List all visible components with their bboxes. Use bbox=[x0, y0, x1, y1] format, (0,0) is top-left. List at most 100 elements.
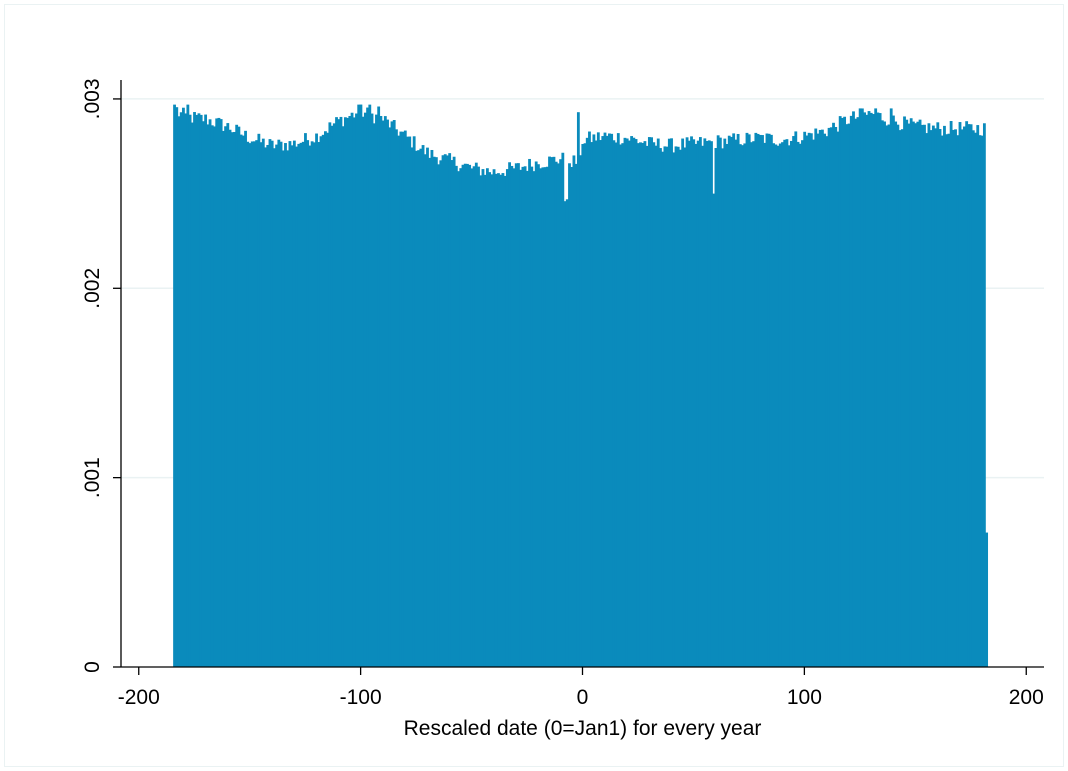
histogram-bar bbox=[532, 171, 536, 667]
histogram-bar bbox=[590, 142, 594, 667]
histogram-bar bbox=[574, 163, 578, 668]
histogram-bar bbox=[239, 134, 243, 668]
x-axis-ticks: -200 -100 0 100 200 bbox=[118, 667, 1044, 709]
histogram-bar bbox=[896, 124, 900, 667]
histogram-bar bbox=[969, 124, 973, 667]
histogram-bar bbox=[654, 145, 658, 668]
histogram-bar bbox=[481, 169, 485, 667]
histogram-bar bbox=[230, 132, 234, 667]
histogram-bar bbox=[963, 126, 966, 668]
histogram-bar bbox=[701, 145, 705, 667]
y-tick-label: .003 bbox=[81, 78, 104, 119]
histogram-bar bbox=[175, 107, 179, 667]
histogram-bar bbox=[636, 143, 640, 668]
y-tick-label: .001 bbox=[81, 457, 104, 498]
histogram-bar bbox=[408, 136, 412, 667]
histogram-bar bbox=[985, 532, 989, 667]
histogram-bar bbox=[754, 132, 758, 667]
histogram-bar bbox=[905, 119, 909, 668]
histogram-bar bbox=[304, 133, 307, 667]
histogram-bar bbox=[898, 130, 902, 667]
histogram-bar bbox=[244, 130, 247, 667]
histogram-bar bbox=[605, 135, 609, 668]
histogram-bar bbox=[339, 116, 343, 667]
histogram-bar bbox=[359, 104, 363, 668]
histogram-bar bbox=[523, 166, 527, 667]
histogram-bar bbox=[272, 148, 276, 667]
histogram-bar bbox=[596, 132, 600, 667]
histogram-bar bbox=[277, 139, 281, 667]
histogram-bar bbox=[843, 116, 847, 668]
histogram-bar bbox=[612, 140, 616, 667]
histogram-bar bbox=[255, 140, 259, 667]
histogram-bar bbox=[667, 138, 671, 667]
histogram-bar bbox=[625, 138, 629, 667]
histogram-bar bbox=[572, 155, 576, 667]
y-tick-label: 0 bbox=[81, 661, 104, 673]
histogram-bar bbox=[554, 161, 558, 667]
histogram-bar bbox=[812, 139, 815, 668]
histogram-bar bbox=[705, 140, 709, 668]
histogram-bar bbox=[670, 138, 673, 667]
histogram-bar bbox=[738, 144, 742, 667]
histogram-bar bbox=[177, 116, 181, 667]
histogram-bar bbox=[794, 131, 798, 667]
histogram-bar bbox=[439, 160, 443, 667]
histogram-bar bbox=[210, 125, 214, 667]
histogram-bar bbox=[641, 142, 645, 667]
histogram-bar bbox=[892, 115, 895, 667]
histogram-bar bbox=[308, 145, 312, 668]
histogram-bar bbox=[647, 137, 651, 668]
histogram-bar bbox=[727, 135, 731, 667]
histogram-bar bbox=[270, 140, 274, 667]
histogram-bar bbox=[297, 143, 301, 668]
histogram-bar bbox=[878, 113, 882, 667]
histogram-bar bbox=[947, 133, 951, 668]
histogram-bar bbox=[874, 108, 878, 668]
histogram-bar bbox=[931, 125, 935, 667]
histogram-bar bbox=[665, 146, 669, 667]
histogram-bar bbox=[483, 174, 487, 667]
x-tick-label: 200 bbox=[1009, 686, 1044, 709]
histogram-bar bbox=[368, 104, 372, 667]
histogram-bar bbox=[328, 122, 332, 667]
histogram-bar bbox=[448, 153, 452, 668]
histogram-bar bbox=[357, 104, 361, 667]
histogram-bar bbox=[286, 150, 290, 667]
histogram-bar bbox=[583, 143, 587, 668]
histogram-bar bbox=[332, 123, 336, 668]
histogram-bar bbox=[173, 104, 176, 667]
histogram-bar bbox=[974, 132, 977, 668]
histogram-bar bbox=[454, 165, 458, 668]
histogram-bar bbox=[765, 133, 769, 667]
histogram-bar bbox=[796, 141, 800, 667]
histogram-bar bbox=[659, 148, 662, 668]
histogram-bar bbox=[734, 139, 738, 667]
histogram-bar bbox=[226, 123, 230, 667]
histogram-bar bbox=[630, 136, 634, 667]
histogram-bar bbox=[920, 124, 924, 667]
histogram-bar bbox=[499, 174, 503, 667]
histogram-bar bbox=[927, 123, 931, 668]
histogram-bar bbox=[266, 144, 270, 667]
histogram-bar bbox=[679, 149, 682, 668]
histogram-bar bbox=[397, 135, 401, 668]
histogram-bar bbox=[199, 114, 203, 668]
histogram-bar bbox=[936, 122, 940, 668]
histogram-bar bbox=[756, 133, 760, 667]
histogram-bar bbox=[619, 144, 622, 668]
histogram-bar bbox=[685, 137, 689, 668]
histogram-bar bbox=[299, 142, 303, 667]
histogram-bar bbox=[894, 121, 898, 667]
histogram-bar bbox=[474, 162, 478, 668]
histogram-bar bbox=[945, 134, 949, 667]
histogram-bar bbox=[288, 141, 292, 667]
histogram-bar bbox=[410, 147, 414, 668]
histogram-bar bbox=[698, 137, 702, 667]
histogram-bar bbox=[951, 129, 955, 667]
histogram-bar bbox=[696, 140, 700, 667]
y-tick-label: .002 bbox=[81, 268, 104, 309]
histogram-bar bbox=[747, 134, 751, 668]
histogram-bar bbox=[976, 125, 980, 667]
histogram-bar bbox=[375, 114, 378, 667]
